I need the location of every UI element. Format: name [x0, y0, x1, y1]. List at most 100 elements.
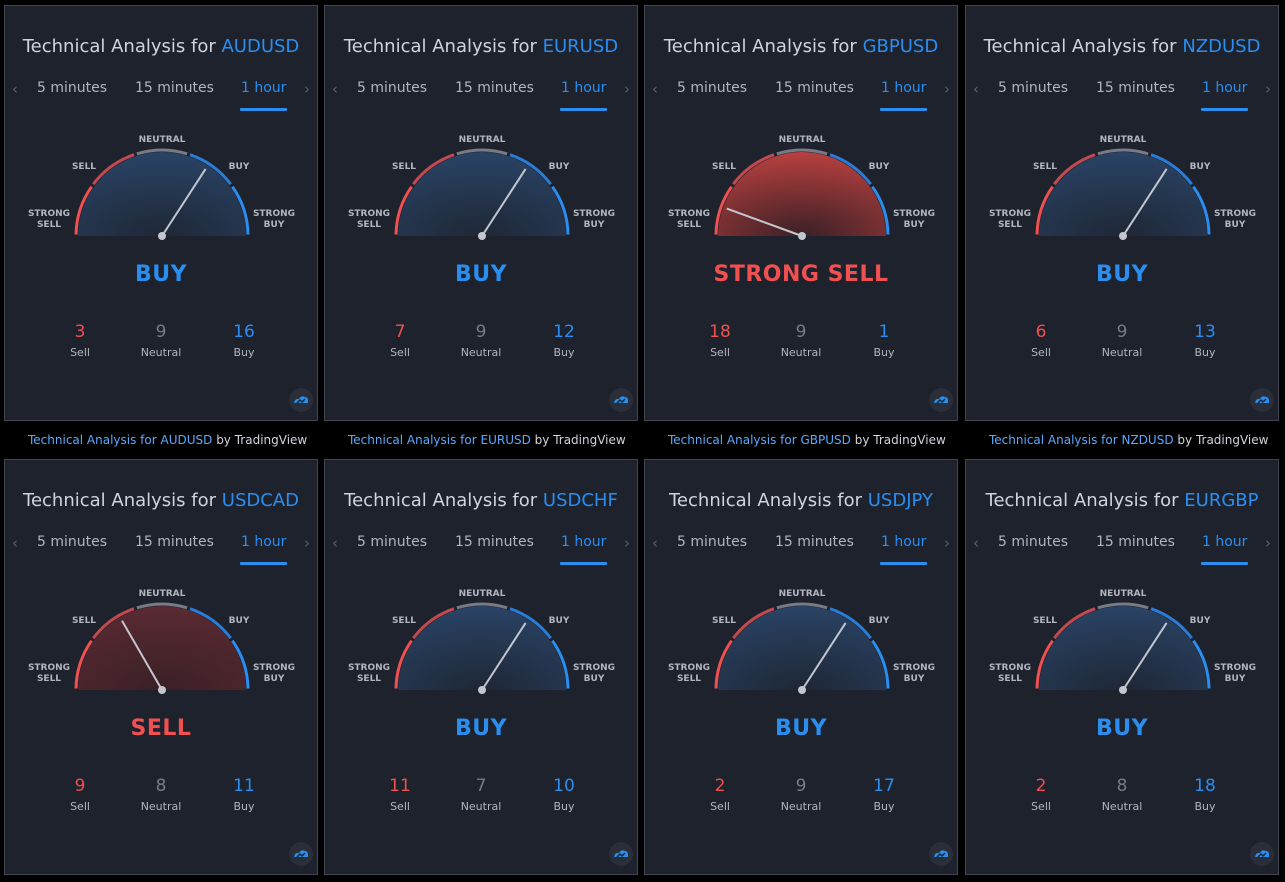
chevron-left-icon[interactable]: ‹ [973, 80, 979, 98]
gauge: NEUTRAL SELL BUY STRONG SELL STRONG BUY [28, 589, 295, 694]
title-symbol[interactable]: USDJPY [867, 490, 933, 511]
tab-5-minutes[interactable]: 5 minutes [357, 534, 428, 550]
chevron-right-icon[interactable]: › [304, 80, 310, 98]
title-symbol[interactable]: EURGBP [1184, 490, 1259, 511]
tab-5-minutes[interactable]: 5 minutes [37, 534, 108, 550]
tab-1-hour[interactable]: 1 hour [880, 80, 928, 111]
gauge-segment-5 [231, 639, 250, 689]
chevron-right-icon[interactable]: › [944, 80, 950, 98]
gauge-label-neutral: NEUTRAL [1100, 589, 1147, 599]
tab-1-hour[interactable]: 1 hour [1201, 80, 1249, 111]
caption-link[interactable]: Technical Analysis for NZDUSD [989, 433, 1174, 447]
gauge-label-buy: BUY [869, 162, 890, 172]
gauge-label-strong-sell: STRONG [348, 209, 390, 219]
neutral-count-label: Neutral [780, 800, 822, 813]
sell-count-value: 11 [389, 776, 411, 796]
buy-count-label: Buy [873, 800, 895, 813]
tab-5-minutes[interactable]: 5 minutes [677, 534, 748, 550]
gauge-label-buy: BUY [229, 616, 250, 626]
chevron-left-icon[interactable]: ‹ [973, 534, 979, 552]
gauge: NEUTRAL SELL BUY STRONG SELL STRONG BUY [348, 135, 615, 240]
tab-1-hour[interactable]: 1 hour [1201, 534, 1249, 565]
gauge-segment-2 [1053, 607, 1096, 640]
tradingview-logo-icon[interactable] [609, 388, 633, 412]
tradingview-logo-icon[interactable] [1250, 842, 1274, 866]
tab-15-minutes[interactable]: 15 minutes [1096, 534, 1175, 550]
buy-count-label: Buy [873, 346, 895, 359]
gauge-segment-2 [1053, 153, 1096, 186]
title-symbol[interactable]: NZDUSD [1182, 36, 1261, 57]
gauge-label-strong-buy-2: BUY [584, 220, 605, 230]
title-prefix: Technical Analysis for [985, 490, 1179, 511]
chevron-left-icon[interactable]: ‹ [652, 534, 658, 552]
chevron-left-icon[interactable]: ‹ [652, 80, 658, 98]
tab-15-minutes[interactable]: 15 minutes [775, 80, 854, 96]
caption-by: by TradingView [216, 433, 308, 447]
title-symbol[interactable]: AUDUSD [221, 36, 300, 57]
verdict: BUY [134, 262, 188, 287]
buy-count-value: 11 [233, 776, 255, 796]
sell-count: 9 Sell [45, 776, 115, 813]
tab-15-minutes[interactable]: 15 minutes [455, 80, 534, 96]
caption-link[interactable]: Technical Analysis for AUDUSD [28, 433, 213, 447]
chevron-right-icon[interactable]: › [304, 534, 310, 552]
title-prefix: Technical Analysis for [343, 36, 537, 57]
gauge-segment-5 [1192, 185, 1211, 235]
sell-count-value: 3 [74, 322, 86, 342]
chevron-right-icon[interactable]: › [624, 80, 630, 98]
chevron-right-icon[interactable]: › [1265, 534, 1271, 552]
chevron-left-icon[interactable]: ‹ [12, 80, 18, 98]
gauge-segment-5 [871, 185, 890, 235]
gauge-needle [801, 622, 847, 691]
tab-15-minutes[interactable]: 15 minutes [135, 534, 214, 550]
tab-5-minutes[interactable]: 5 minutes [37, 80, 108, 96]
tradingview-logo-icon[interactable] [609, 842, 633, 866]
gauge-label-strong-sell: STRONG [668, 663, 710, 673]
gauge-fill [78, 606, 246, 690]
tab-15-minutes[interactable]: 15 minutes [775, 534, 854, 550]
title-symbol[interactable]: EURUSD [542, 36, 619, 57]
tab-1-hour[interactable]: 1 hour [560, 80, 608, 111]
title-symbol[interactable]: GBPUSD [862, 36, 939, 57]
title-symbol[interactable]: USDCHF [542, 490, 618, 511]
chevron-right-icon[interactable]: › [1265, 80, 1271, 98]
tab-5-minutes[interactable]: 5 minutes [677, 80, 748, 96]
buy-count: 11 Buy [209, 776, 279, 813]
tab-15-minutes[interactable]: 15 minutes [455, 534, 534, 550]
chevron-right-icon[interactable]: › [624, 534, 630, 552]
gauge-segment-5 [551, 185, 570, 235]
gauge-segment-5 [231, 185, 250, 235]
neutral-count-value: 9 [155, 322, 167, 342]
gauge-fill [78, 152, 246, 236]
title-prefix: Technical Analysis for [23, 490, 217, 511]
tradingview-logo-icon[interactable] [929, 842, 953, 866]
gauge-segment-1 [74, 185, 93, 235]
tab-15-minutes[interactable]: 15 minutes [1096, 80, 1175, 96]
gauge-label-neutral: NEUTRAL [139, 589, 186, 599]
tab-15-minutes[interactable]: 15 minutes [135, 80, 214, 96]
verdict: STRONG SELL [713, 262, 889, 287]
tradingview-logo-icon[interactable] [929, 388, 953, 412]
tab-5-minutes[interactable]: 5 minutes [998, 80, 1069, 96]
caption-link[interactable]: Technical Analysis for EURUSD [348, 433, 531, 447]
gauge-label-strong-buy-2: BUY [584, 674, 605, 684]
tab-1-hour[interactable]: 1 hour [240, 80, 288, 111]
tradingview-logo-icon[interactable] [1250, 388, 1274, 412]
chevron-left-icon[interactable]: ‹ [332, 80, 338, 98]
chevron-right-icon[interactable]: › [944, 534, 950, 552]
chevron-left-icon[interactable]: ‹ [332, 534, 338, 552]
tab-1-hour[interactable]: 1 hour [880, 534, 928, 565]
tradingview-logo-icon[interactable] [289, 388, 313, 412]
gauge: NEUTRAL SELL BUY STRONG SELL STRONG BUY [28, 135, 295, 240]
tradingview-logo-icon[interactable] [289, 842, 313, 866]
caption-link[interactable]: Technical Analysis for GBPUSD [668, 433, 851, 447]
tab-1-hour[interactable]: 1 hour [560, 534, 608, 565]
title-symbol[interactable]: USDCAD [221, 490, 299, 511]
verdict: BUY [1095, 716, 1149, 741]
tab-5-minutes[interactable]: 5 minutes [998, 534, 1069, 550]
buy-count-value: 1 [878, 322, 890, 342]
tab-5-minutes[interactable]: 5 minutes [357, 80, 428, 96]
gauge-label-strong-sell-2: SELL [677, 220, 701, 230]
tab-1-hour[interactable]: 1 hour [240, 534, 288, 565]
chevron-left-icon[interactable]: ‹ [12, 534, 18, 552]
